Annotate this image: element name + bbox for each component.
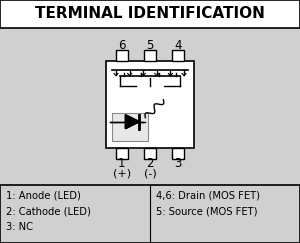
Bar — [144, 51, 156, 61]
Text: (+): (+) — [113, 168, 131, 179]
Text: 1: Anode (LED): 1: Anode (LED) — [6, 190, 81, 200]
Text: 6: 6 — [118, 39, 126, 52]
Polygon shape — [125, 115, 140, 129]
Bar — [144, 148, 156, 158]
Text: 3: NC: 3: NC — [6, 222, 33, 232]
Bar — [106, 61, 194, 148]
Bar — [0, 185, 300, 243]
Bar — [112, 113, 148, 141]
Text: TERMINAL IDENTIFICATION: TERMINAL IDENTIFICATION — [35, 7, 265, 21]
Polygon shape — [125, 115, 140, 129]
Text: 2: 2 — [146, 157, 154, 170]
Text: 5: Source (MOS FET): 5: Source (MOS FET) — [156, 206, 257, 216]
Text: 4: 4 — [174, 39, 182, 52]
Text: 1: 1 — [118, 157, 126, 170]
Bar — [116, 148, 128, 158]
Text: 2: Cathode (LED): 2: Cathode (LED) — [6, 206, 91, 216]
Bar — [172, 148, 184, 158]
Text: 3: 3 — [175, 157, 182, 170]
Bar — [0, 0, 300, 28]
Text: 5: 5 — [146, 39, 154, 52]
Bar — [116, 51, 128, 61]
Text: (-): (-) — [144, 168, 156, 179]
Bar — [172, 51, 184, 61]
Text: 4,6: Drain (MOS FET): 4,6: Drain (MOS FET) — [156, 190, 260, 200]
